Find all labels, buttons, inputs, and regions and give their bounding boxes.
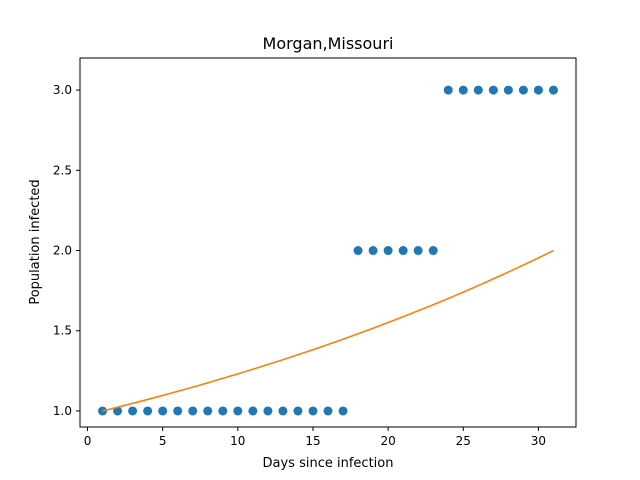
x-tick-label: 30 (531, 434, 546, 448)
y-axis-label: Population infected (28, 179, 43, 304)
y-tick-label: 2.5 (53, 163, 72, 177)
data-point (143, 406, 153, 416)
data-point (263, 406, 273, 416)
plot-area (98, 85, 558, 416)
data-point (503, 85, 513, 95)
data-point (233, 406, 243, 416)
y-tick-label: 1.5 (53, 324, 72, 338)
data-point (488, 85, 498, 95)
data-point (128, 406, 138, 416)
data-point (518, 85, 528, 95)
y-tick-label: 1.0 (53, 404, 72, 418)
axes-frame (79, 57, 577, 428)
data-point (323, 406, 333, 416)
x-tick-label: 0 (84, 434, 92, 448)
data-point (548, 85, 558, 95)
data-point (338, 406, 348, 416)
data-point (293, 406, 303, 416)
data-point (113, 406, 123, 416)
data-point (248, 406, 258, 416)
x-axis-label: Days since infection (263, 456, 394, 471)
data-point (278, 406, 288, 416)
data-point (158, 406, 168, 416)
y-tick-label: 3.0 (53, 83, 72, 97)
data-point (173, 406, 183, 416)
data-point (218, 406, 228, 416)
y-axis: 1.0 1.5 2.0 2.5 3.0 (53, 83, 80, 418)
data-point (203, 406, 213, 416)
chart-title: Morgan,Missouri (263, 34, 394, 53)
data-point (413, 246, 423, 256)
data-point (383, 246, 393, 256)
data-point (458, 85, 468, 95)
x-tick-label: 20 (380, 434, 395, 448)
data-point (368, 246, 378, 256)
data-point (473, 85, 483, 95)
x-tick-label: 15 (305, 434, 320, 448)
x-tick-label: 25 (456, 434, 471, 448)
data-point (308, 406, 318, 416)
x-tick-label: 10 (230, 434, 245, 448)
data-point (398, 246, 408, 256)
data-point (353, 246, 363, 256)
data-point (188, 406, 198, 416)
data-point (533, 85, 543, 95)
x-axis: 0 5 10 15 20 25 30 (84, 427, 546, 448)
data-point (98, 406, 108, 416)
y-tick-label: 2.0 (53, 244, 72, 258)
data-point (443, 85, 453, 95)
data-point (428, 246, 438, 256)
x-tick-label: 5 (159, 434, 167, 448)
fit-line (102, 249, 554, 412)
